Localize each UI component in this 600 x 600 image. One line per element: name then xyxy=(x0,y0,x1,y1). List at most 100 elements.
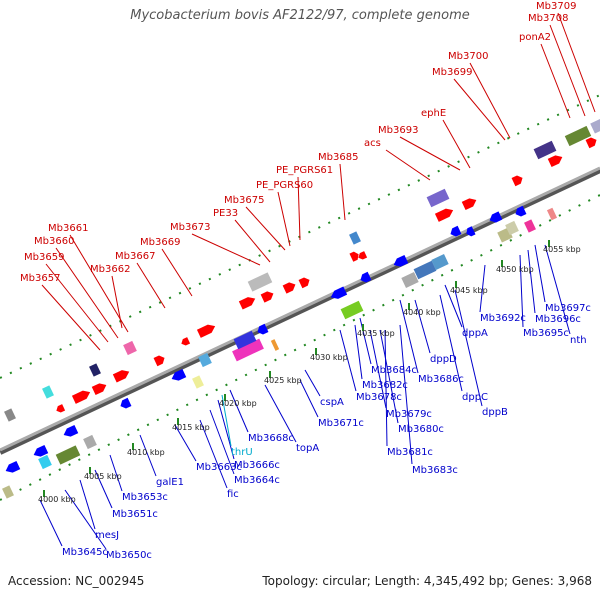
gene-label: Mb3681c xyxy=(387,447,433,458)
forward-gene-arrow xyxy=(91,383,107,396)
gene-label: Mb3661 xyxy=(48,223,88,234)
feature-box xyxy=(401,272,419,288)
forward-gene-arrow xyxy=(358,251,368,260)
leader-line xyxy=(209,409,235,475)
forward-gene-arrow xyxy=(511,175,523,187)
topology-text: Topology: circular; Length: 4,345,492 bp… xyxy=(262,574,592,588)
reverse-gene-arrow xyxy=(450,225,462,237)
leader-line xyxy=(454,289,483,407)
gene-label: Mb3696c xyxy=(535,314,581,325)
leader-line xyxy=(379,329,399,424)
gene-label: Mb3645c xyxy=(62,547,108,558)
gene-label: Mb3668c xyxy=(248,433,294,444)
feature-box xyxy=(546,207,558,221)
reverse-gene-arrow xyxy=(63,424,79,437)
feature-box xyxy=(4,408,16,422)
leader-line xyxy=(69,234,129,333)
gene-label: Mb3700 xyxy=(448,51,488,62)
feature-box xyxy=(340,300,364,320)
feature-box xyxy=(55,445,81,465)
forward-gene-arrow xyxy=(547,155,563,168)
leader-line xyxy=(399,136,461,171)
leader-line xyxy=(384,329,388,447)
scale-tick-label: 4030 kbp xyxy=(310,353,348,362)
feature-box xyxy=(89,363,101,377)
forward-gene-arrow xyxy=(181,337,191,346)
gene-label: Mb3708 xyxy=(528,13,568,24)
leader-line xyxy=(557,12,596,113)
gene-label: Mb3684c xyxy=(371,365,417,376)
gene-label: Mb3692c xyxy=(480,313,526,324)
leader-line xyxy=(297,176,301,241)
reverse-gene-arrow xyxy=(330,286,348,299)
leader-line xyxy=(519,254,524,328)
leader-line xyxy=(549,24,586,117)
gene-label: PE33 xyxy=(213,208,238,219)
feature-box xyxy=(198,352,212,368)
feature-box xyxy=(426,188,450,208)
gene-label: ephE xyxy=(421,108,446,119)
gene-label: Mb3667 xyxy=(115,251,155,262)
gene-label: topA xyxy=(296,443,319,454)
leader-line xyxy=(354,324,363,380)
feature-box xyxy=(192,375,204,389)
gene-label: Mb3678c xyxy=(356,392,402,403)
leader-line xyxy=(111,275,123,329)
feature-box xyxy=(533,140,557,160)
gene-label: cspA xyxy=(320,397,344,408)
gene-label: Mb3679c xyxy=(386,409,432,420)
leader-line xyxy=(136,262,166,309)
scale-tick-label: 4015 kbp xyxy=(172,423,210,432)
gene-label: Mb3675 xyxy=(224,195,264,206)
reverse-gene-arrow xyxy=(257,323,269,335)
leader-line xyxy=(45,263,109,343)
gene-label: Mb3686c xyxy=(418,374,464,385)
forward-gene-arrow xyxy=(260,291,274,303)
feature-box xyxy=(2,485,14,499)
scale-tick-label: 4010 kbp xyxy=(127,448,165,457)
feature-box xyxy=(564,125,592,147)
forward-gene-arrow xyxy=(461,198,477,211)
reverse-gene-arrow xyxy=(360,271,372,283)
gene-label: Mb3685 xyxy=(318,152,358,163)
leader-line xyxy=(234,219,271,263)
leader-line xyxy=(41,284,101,351)
scale-tick-label: 4020 kbp xyxy=(219,399,257,408)
gene-label: Mb3659 xyxy=(24,252,64,263)
scale-tick-label: 4045 kbp xyxy=(450,286,488,295)
map-title: Mycobacterium bovis AF2122/97, complete … xyxy=(130,8,470,23)
leader-line xyxy=(161,248,193,297)
reverse-gene-arrow xyxy=(171,368,187,381)
leader-line xyxy=(369,329,387,409)
feature-box xyxy=(38,454,52,470)
gene-label: Mb3695c xyxy=(523,328,569,339)
leader-line xyxy=(94,469,113,509)
leader-line xyxy=(444,284,463,328)
genome-backbone xyxy=(0,166,600,452)
feature-box xyxy=(431,254,449,270)
gene-label: thrU xyxy=(231,447,253,458)
leader-line xyxy=(399,299,419,374)
leader-line xyxy=(199,419,228,489)
feature-box xyxy=(270,339,280,351)
gene-label: ponA2 xyxy=(519,32,551,43)
leader-line xyxy=(544,244,571,335)
genome-backbone-shadow xyxy=(0,167,600,455)
feature-box xyxy=(524,219,536,233)
gene-label: Mb3682c xyxy=(362,380,408,391)
accession-text: Accession: NC_002945 xyxy=(8,574,145,588)
leader-line xyxy=(527,249,536,314)
gene-label: acs xyxy=(364,138,381,149)
leader-line xyxy=(39,499,63,547)
forward-gene-arrow xyxy=(298,277,310,289)
gene-label: mesJ xyxy=(95,530,119,541)
leader-line xyxy=(264,384,297,443)
gene-label: Mb3662 xyxy=(90,264,130,275)
scale-tick-label: 4000 kbp xyxy=(38,495,76,504)
scale-tick-label: 4025 kbp xyxy=(264,376,302,385)
gene-label: Mb3680c xyxy=(398,424,444,435)
leader-line xyxy=(245,206,286,251)
leader-line xyxy=(540,43,571,119)
gene-label: dppB xyxy=(482,407,508,418)
